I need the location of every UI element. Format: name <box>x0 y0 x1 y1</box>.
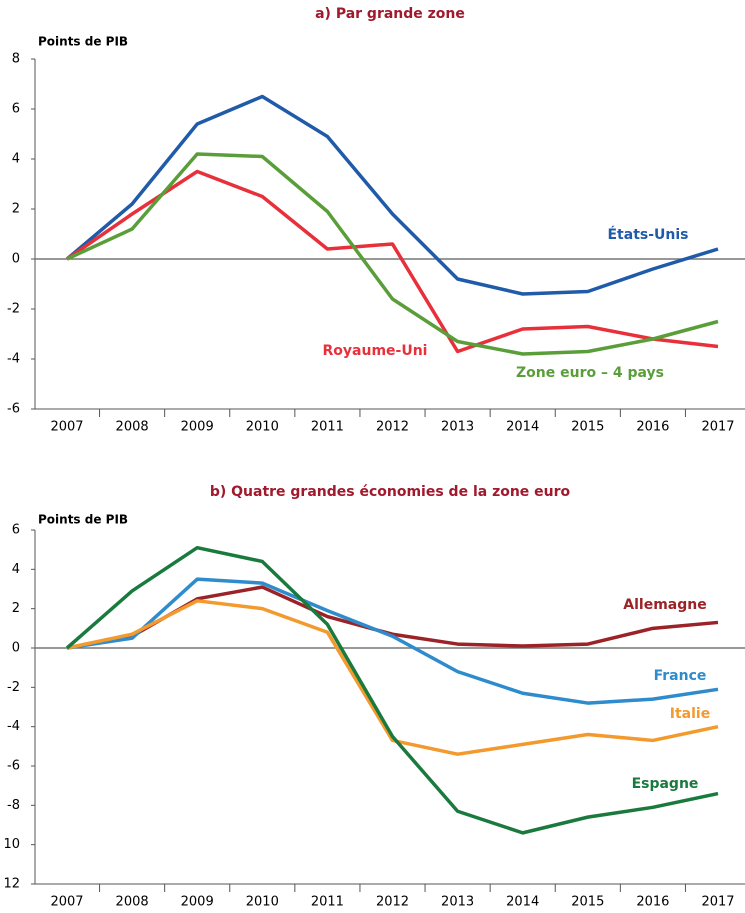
series-label: France <box>654 668 707 684</box>
x-tick-label: 2010 <box>246 895 279 910</box>
x-tick-label: 2012 <box>376 895 409 910</box>
x-tick-label: 2007 <box>50 420 83 435</box>
y-tick-label: 12 <box>3 877 20 892</box>
series-line <box>65 545 719 835</box>
y-tick-label: 4 <box>12 152 20 167</box>
x-tick-label: 2008 <box>116 420 149 435</box>
y-tick-label: 8 <box>12 52 20 67</box>
series-label: Italie <box>670 706 710 722</box>
chart-title: b) Quatre grandes économies de la zone e… <box>210 484 571 500</box>
x-tick-label: 2013 <box>441 420 474 435</box>
x-tick-label: 2010 <box>246 420 279 435</box>
series-line <box>66 599 719 756</box>
y-tick-label: -6 <box>7 759 20 774</box>
x-tick-label: 2011 <box>311 420 344 435</box>
y-tick-label: 2 <box>12 202 20 217</box>
x-tick-label: 2007 <box>50 895 83 910</box>
y-tick-label: -2 <box>7 302 20 317</box>
x-tick-label: 2009 <box>181 420 214 435</box>
x-tick-label: 2017 <box>701 895 734 910</box>
x-tick-label: 2012 <box>376 420 409 435</box>
x-tick-label: 2016 <box>636 420 669 435</box>
x-tick-label: 2015 <box>571 420 604 435</box>
series-label: Allemagne <box>623 597 706 613</box>
y-tick-label: -8 <box>7 798 20 813</box>
y-tick-label: 10 <box>3 837 20 852</box>
y-tick-label: -4 <box>7 719 20 734</box>
y-tick-label: 4 <box>12 562 20 577</box>
y-axis-label: Points de PIB <box>38 513 128 527</box>
y-tick-label: 0 <box>12 641 20 656</box>
y-tick-label: -6 <box>7 402 20 417</box>
x-tick-label: 2015 <box>571 895 604 910</box>
y-tick-label: -4 <box>7 352 20 367</box>
series-label: Espagne <box>632 776 699 792</box>
y-tick-label: -2 <box>7 680 20 695</box>
chart-title: a) Par grande zone <box>315 6 465 22</box>
series-line <box>66 577 719 705</box>
x-tick-label: 2009 <box>181 895 214 910</box>
y-tick-label: 6 <box>12 102 20 117</box>
x-tick-label: 2008 <box>116 895 149 910</box>
x-tick-label: 2013 <box>441 895 474 910</box>
x-tick-label: 2014 <box>506 420 539 435</box>
y-axis-label: Points de PIB <box>38 35 128 49</box>
x-tick-label: 2011 <box>311 895 344 910</box>
series-line <box>66 169 719 354</box>
x-tick-label: 2016 <box>636 895 669 910</box>
x-tick-label: 2014 <box>506 895 539 910</box>
y-tick-label: 2 <box>12 601 20 616</box>
series-line <box>65 94 719 296</box>
series-label: Zone euro – 4 pays <box>516 365 664 381</box>
series-label: Royaume-Uni <box>323 343 428 359</box>
y-tick-label: 0 <box>12 252 20 267</box>
x-tick-label: 2017 <box>701 420 734 435</box>
series-label: États-Unis <box>607 226 688 243</box>
series-line <box>66 152 719 356</box>
y-tick-label: 6 <box>12 523 20 538</box>
